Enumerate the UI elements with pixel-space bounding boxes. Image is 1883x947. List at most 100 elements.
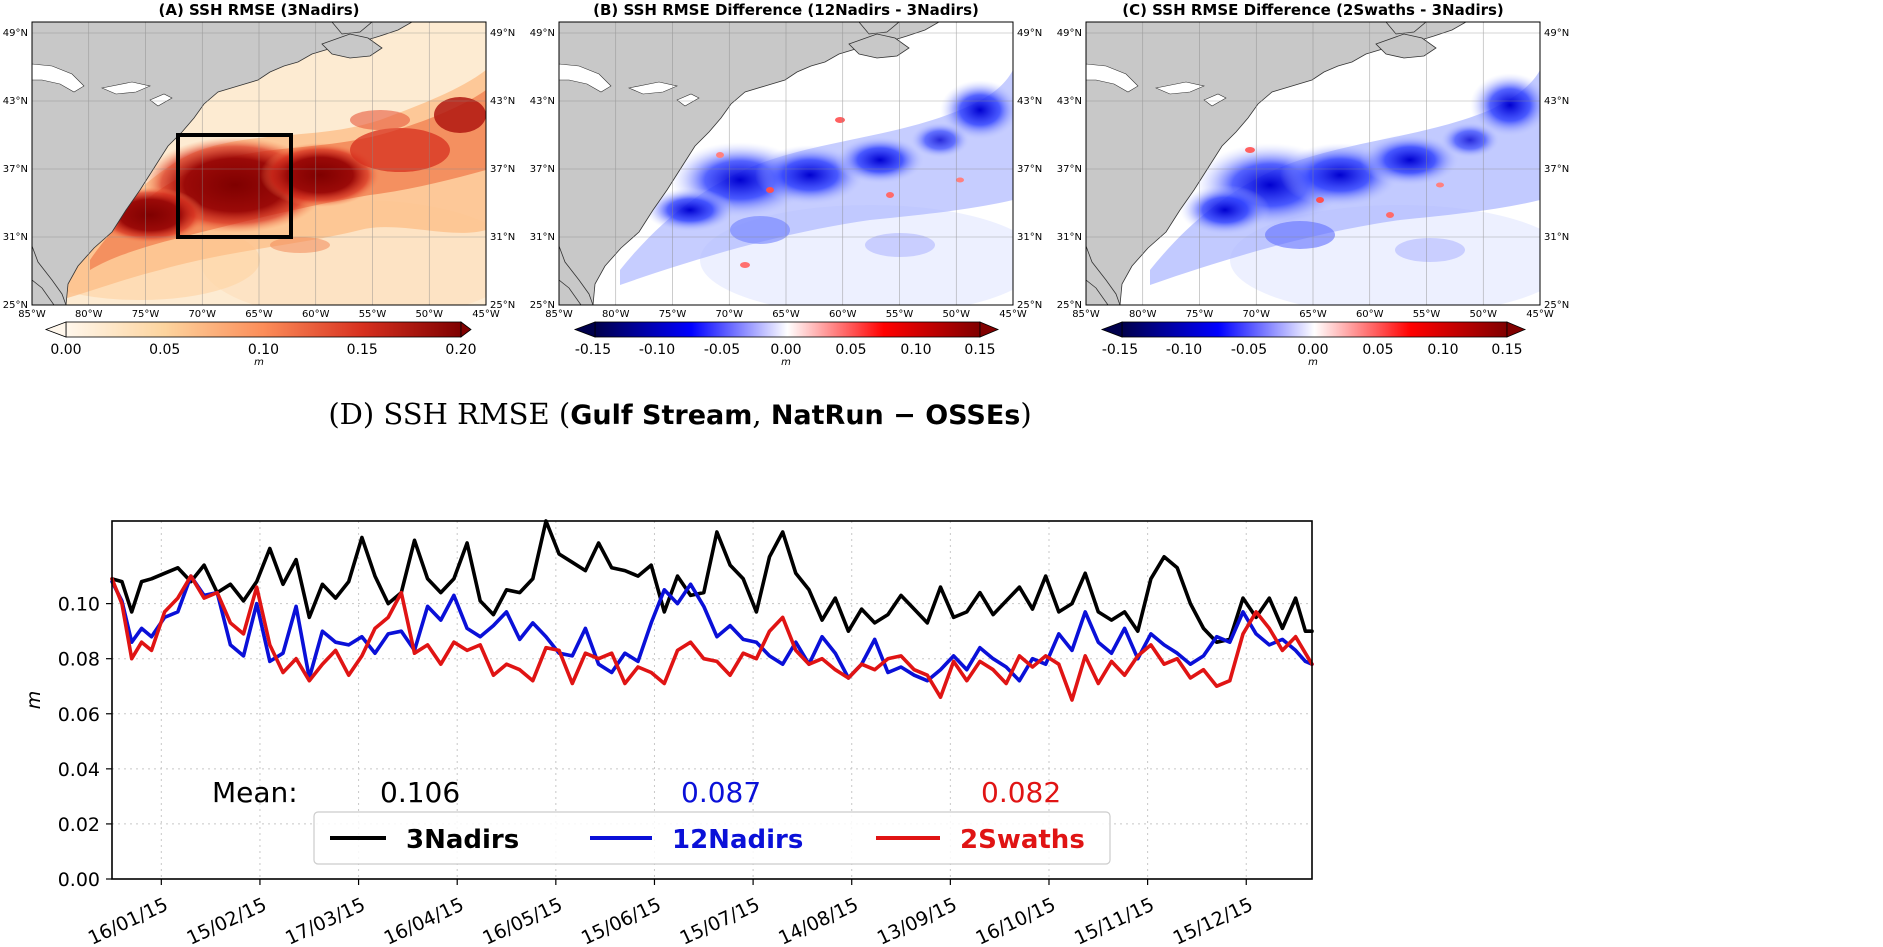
x-tick-label: 16/05/15 — [479, 894, 566, 947]
lon-tick: 50°W — [1469, 309, 1497, 320]
lat-tick: 49°N — [490, 28, 515, 39]
panel-c-gridlines — [1086, 22, 1540, 305]
lat-tick: 49°N — [530, 28, 555, 39]
x-tick-label: 13/09/15 — [874, 894, 961, 947]
colorbar-tick: 0.15 — [964, 342, 995, 358]
title-experiments: NatRun − OSSEs — [771, 400, 1021, 431]
panel-a-frame — [31, 21, 487, 306]
lat-tick: 43°N — [1057, 96, 1082, 107]
panel-a-lat-ticks-right: 49°N 43°N 37°N 31°N 25°N — [490, 28, 515, 311]
panel-a-lat-ticks-left: 49°N 43°N 37°N 31°N 25°N — [3, 28, 28, 311]
panel-b-lat-ticks-left: 49°N 43°N 37°N 31°N 25°N — [530, 28, 555, 311]
gulf-stream-box — [176, 133, 293, 239]
title-region: Gulf Stream — [570, 400, 752, 431]
colorbar-tick: 0.10 — [1427, 342, 1458, 358]
colorbar-tick: -0.15 — [1102, 342, 1138, 358]
y-tick-label: 0.10 — [58, 594, 100, 616]
lat-tick: 43°N — [1544, 96, 1569, 107]
lat-tick: 31°N — [490, 232, 515, 243]
panel-b-colorbar: -0.15 -0.10 -0.05 0.00 0.05 0.10 0.15 m — [573, 321, 1000, 368]
colorbar-tick: -0.10 — [639, 342, 675, 358]
panel-d-legend: 3Nadirs 12Nadirs 2Swaths — [313, 811, 1111, 865]
legend-2swaths: 2Swaths — [960, 825, 1085, 855]
lon-tick: 50°W — [942, 309, 970, 320]
x-tick-label: 14/08/15 — [775, 894, 862, 947]
legend-3nadirs: 3Nadirs — [406, 825, 519, 855]
lon-tick: 75°W — [1186, 309, 1214, 320]
panel-d-series — [110, 519, 1314, 702]
lat-tick: 31°N — [1017, 232, 1042, 243]
lon-tick: 85°W — [545, 309, 573, 320]
lon-tick: 60°W — [1356, 309, 1384, 320]
colorbar-tick: 0.10 — [900, 342, 931, 358]
panel-d-ylabel: m — [23, 691, 45, 710]
colorbar-tick: 0.10 — [248, 342, 279, 358]
x-tick-label: 15/12/15 — [1170, 894, 1257, 947]
lat-tick: 31°N — [3, 232, 28, 243]
lon-tick: 45°W — [999, 309, 1027, 320]
colorbar-unit: m — [1308, 357, 1318, 368]
colorbar-tick: 0.20 — [445, 342, 476, 358]
lon-tick: 45°W — [472, 309, 500, 320]
lat-tick: 25°N — [3, 300, 28, 311]
title-suffix: ) — [1020, 397, 1031, 431]
y-tick-label: 0.06 — [58, 704, 100, 726]
x-tick-label: 15/07/15 — [677, 894, 764, 947]
colorbar-tick: 0.00 — [770, 342, 801, 358]
colorbar-tick: 0.00 — [50, 342, 81, 358]
x-tick-label: 15/02/15 — [183, 894, 270, 947]
lat-tick: 43°N — [490, 96, 515, 107]
panel-a-colorbar: 0.00 0.05 0.10 0.15 0.20 m — [44, 321, 477, 368]
colorbar-tick: 0.05 — [835, 342, 866, 358]
title-sep: , — [752, 397, 770, 431]
lon-tick: 70°W — [1242, 309, 1270, 320]
y-tick-label: 0.02 — [58, 814, 100, 836]
colorbar-unit: m — [254, 357, 264, 368]
panel-b-gridlines — [559, 22, 1013, 305]
panel-c-lon-ticks: 85°W 80°W 75°W 70°W 65°W 60°W 55°W 50°W … — [1072, 309, 1554, 320]
lat-tick: 31°N — [1057, 232, 1082, 243]
panel-c-lat-ticks-left: 49°N 43°N 37°N 31°N 25°N — [1057, 28, 1082, 311]
lat-tick: 37°N — [490, 164, 515, 175]
title-prefix: (D) SSH RMSE ( — [328, 397, 570, 431]
panel-b-frame — [558, 21, 1014, 306]
x-tick-label: 15/06/15 — [578, 894, 665, 947]
lat-tick: 49°N — [1544, 28, 1569, 39]
panel-c-colorbar: -0.15 -0.10 -0.05 0.00 0.05 0.10 0.15 m — [1100, 321, 1527, 368]
lon-tick: 70°W — [188, 309, 216, 320]
colorbar-tick: -0.10 — [1166, 342, 1202, 358]
panel-d: (D) SSH RMSE (Gulf Stream, NatRun − OSSE… — [23, 397, 1314, 947]
y-tick-label: 0.08 — [58, 649, 100, 671]
series-line-3nadirs — [110, 519, 1314, 645]
lon-tick: 45°W — [1526, 309, 1554, 320]
lon-tick: 55°W — [359, 309, 387, 320]
lon-tick: 65°W — [245, 309, 273, 320]
lon-tick: 55°W — [1413, 309, 1441, 320]
x-tick-label: 16/10/15 — [972, 894, 1059, 947]
series-line-2swaths — [110, 574, 1314, 702]
panel-b-lon-ticks: 85°W 80°W 75°W 70°W 65°W 60°W 55°W 50°W … — [545, 309, 1027, 320]
lon-tick: 80°W — [75, 309, 103, 320]
lon-tick: 85°W — [1072, 309, 1100, 320]
lat-tick: 31°N — [1544, 232, 1569, 243]
lat-tick: 37°N — [1544, 164, 1569, 175]
colorbar-unit: m — [781, 357, 791, 368]
lon-tick: 80°W — [1129, 309, 1157, 320]
lat-tick: 49°N — [1057, 28, 1082, 39]
panel-d-y-ticks: 0.00 0.02 0.04 0.06 0.08 0.10 — [58, 594, 112, 891]
lat-tick: 43°N — [530, 96, 555, 107]
panel-d-title: (D) SSH RMSE (Gulf Stream, NatRun − OSSE… — [328, 397, 1031, 431]
mean-3nadirs: 0.106 — [380, 776, 460, 809]
lat-tick: 37°N — [1057, 164, 1082, 175]
panel-b-title: (B) SSH RMSE Difference (12Nadirs - 3Nad… — [593, 1, 979, 19]
lat-tick: 37°N — [1017, 164, 1042, 175]
x-tick-label: 16/01/15 — [85, 894, 172, 947]
lon-tick: 65°W — [1299, 309, 1327, 320]
colorbar-tick: -0.05 — [704, 342, 740, 358]
lon-tick: 85°W — [18, 309, 46, 320]
lon-tick: 75°W — [659, 309, 687, 320]
x-tick-label: 16/04/15 — [381, 894, 468, 947]
lon-tick: 70°W — [715, 309, 743, 320]
lon-tick: 60°W — [829, 309, 857, 320]
lat-tick: 25°N — [530, 300, 555, 311]
